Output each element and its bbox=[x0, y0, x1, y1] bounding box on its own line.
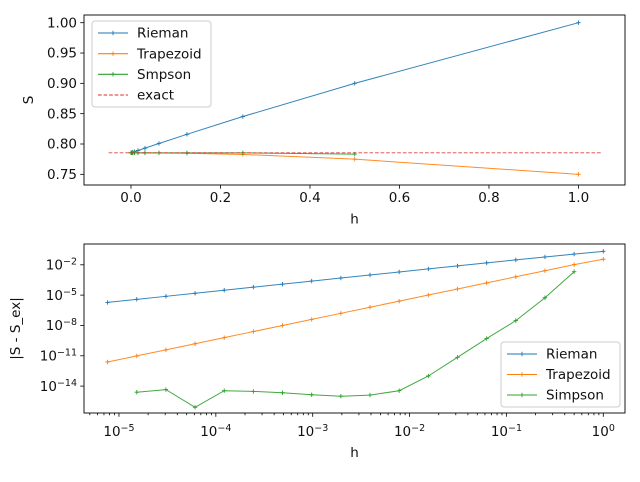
x-tick-label: 10−4 bbox=[200, 423, 231, 440]
bottom-axes-spines bbox=[83, 243, 626, 414]
x-tick-label: 1.0 bbox=[568, 190, 589, 206]
y-tick-label: 1.00 bbox=[47, 15, 77, 31]
bottom-legend: Rieman Trapezoid Simpson bbox=[500, 341, 621, 408]
series-simpson-markers bbox=[134, 269, 577, 410]
legend-sample-marker bbox=[110, 51, 116, 56]
series-simpson-line bbox=[136, 271, 575, 408]
top-plot-area bbox=[108, 20, 601, 177]
top-ylabel: S bbox=[21, 96, 37, 105]
x-tick-label: 0.0 bbox=[120, 190, 141, 206]
x-tick-label: 0.2 bbox=[210, 190, 231, 206]
legend-label: Smpson bbox=[137, 67, 191, 83]
y-tick-label: 0.75 bbox=[47, 167, 77, 183]
y-tick-label: 10−5 bbox=[46, 287, 77, 304]
x-tick-label: 0.6 bbox=[389, 190, 410, 206]
series-trapezoid-markers bbox=[105, 257, 606, 365]
top-ticks bbox=[80, 22, 579, 189]
bottom-xlabel: h bbox=[350, 445, 359, 461]
legend-label: Trapezoid bbox=[136, 46, 202, 62]
x-tick-label: 10−2 bbox=[394, 423, 425, 440]
y-tick-label: 10−2 bbox=[46, 256, 77, 273]
legend-label: Rieman bbox=[137, 26, 188, 42]
top-legend: Rieman Trapezoid Smpson exact bbox=[91, 20, 212, 108]
top-xlabel: h bbox=[350, 212, 359, 228]
legend-label: Simpson bbox=[546, 388, 604, 404]
y-tick-label: 10−14 bbox=[40, 378, 77, 395]
top-chart: 0.0 0.2 0.4 0.6 0.8 1.0 0.75 0.80 0.85 0.90 0.95 1.… bbox=[21, 14, 626, 228]
y-tick-label: 10−11 bbox=[40, 347, 77, 364]
x-tick-label: 10−1 bbox=[491, 423, 522, 440]
legend-sample-marker bbox=[519, 351, 525, 357]
bottom-plot-area bbox=[105, 249, 606, 410]
bottom-tick-labels: 10−5 10−4 10−3 10−2 10−1 100 10−2 10−5 10−8 10−11… bbox=[40, 256, 615, 440]
legend-sample-marker bbox=[110, 72, 116, 77]
y-tick-label: 0.95 bbox=[47, 46, 77, 62]
x-tick-label: 10−5 bbox=[103, 423, 134, 440]
y-tick-label: 10−8 bbox=[46, 317, 77, 334]
x-tick-label: 0.8 bbox=[478, 190, 499, 206]
legend-sample-marker bbox=[110, 30, 116, 36]
legend-label: exact bbox=[137, 88, 174, 104]
series-trapezoid-line bbox=[107, 258, 604, 363]
bottom-ticks bbox=[80, 264, 604, 417]
bottom-ylabel: |S - S_ex| bbox=[8, 297, 24, 360]
y-tick-label: 0.90 bbox=[47, 76, 77, 92]
series-rieman-line bbox=[107, 250, 604, 303]
legend-label: Trapezoid bbox=[545, 367, 611, 383]
legend-box bbox=[500, 341, 621, 408]
y-tick-label: 0.80 bbox=[47, 137, 77, 153]
legend-sample-marker bbox=[519, 372, 525, 377]
top-axes-spines bbox=[83, 14, 626, 186]
top-tick-labels: 0.0 0.2 0.4 0.6 0.8 1.0 0.75 0.80 0.85 0.90 0.95 1.… bbox=[47, 15, 589, 206]
y-tick-label: 0.85 bbox=[47, 106, 77, 122]
legend-sample-marker bbox=[519, 392, 525, 398]
legend-box bbox=[91, 20, 212, 108]
x-tick-label: 10−3 bbox=[297, 423, 328, 440]
legend-label: Rieman bbox=[546, 347, 597, 363]
bottom-chart: 10−5 10−4 10−3 10−2 10−1 100 10−2 10−5 10−8 10−11… bbox=[8, 243, 626, 461]
x-tick-label: 100 bbox=[592, 423, 615, 440]
series-rieman-markers bbox=[105, 249, 606, 305]
x-tick-label: 0.4 bbox=[299, 190, 320, 206]
